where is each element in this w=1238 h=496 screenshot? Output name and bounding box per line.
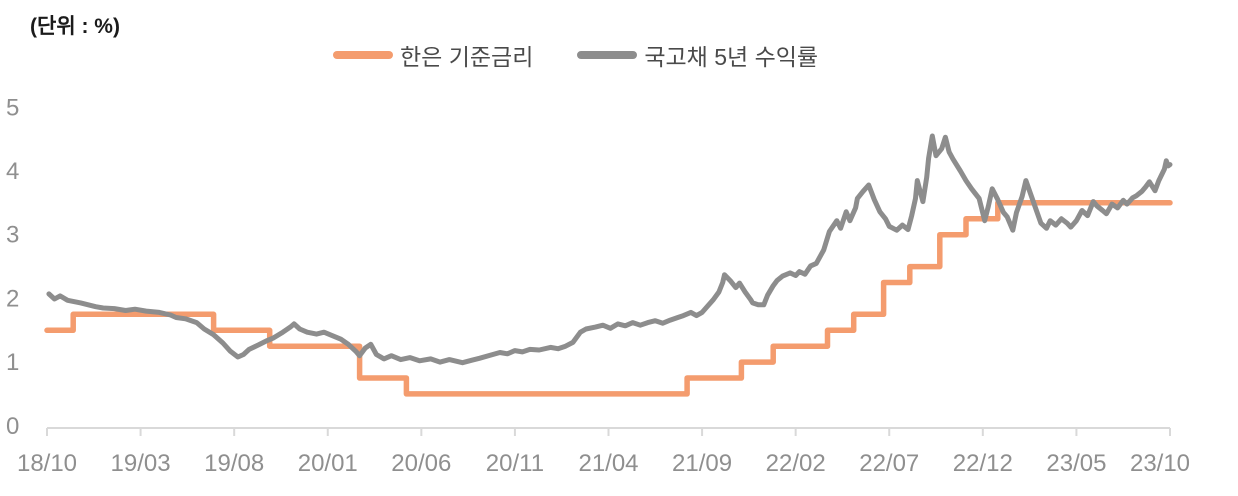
bond-yield-swatch [577, 51, 638, 59]
x-tick-label: 18/10 [17, 450, 77, 477]
unit-label: (단위 : %) [30, 15, 120, 38]
base-rate-line [44, 200, 1173, 397]
x-tick-label: 22/02 [766, 450, 826, 477]
x-tick-label: 22/12 [953, 450, 1013, 477]
x-tick-label: 22/07 [859, 450, 919, 477]
y-tick-label: 4 [6, 158, 19, 185]
x-tick-label: 21/04 [578, 450, 638, 477]
y-tick-label: 0 [6, 413, 19, 440]
legend-item-base-rate: 한은 기준금리 [333, 38, 533, 72]
base-rate-swatch [333, 51, 393, 59]
y-tick-label: 3 [6, 222, 19, 249]
x-tick-label: 20/01 [298, 450, 358, 477]
bond-yield-legend-label: 국고채 5년 수익률 [644, 44, 819, 70]
x-tick-label: 20/11 [486, 450, 544, 477]
x-tick-label: 19/08 [204, 450, 264, 477]
x-tick-label: 20/06 [391, 450, 451, 477]
x-tick-label: 21/09 [672, 450, 732, 477]
x-tick-label: 23/10 [1130, 450, 1190, 477]
bond-yield-line [46, 133, 1173, 366]
y-tick-label: 2 [6, 285, 19, 312]
x-tick-label: 19/03 [111, 450, 171, 477]
y-tick-label: 1 [6, 349, 19, 376]
legend: 한은 기준금리 국고채 5년 수익률 [333, 38, 818, 72]
x-tick-label: 23/05 [1046, 450, 1106, 477]
legend-item-bond-yield: 국고채 5년 수익률 [577, 38, 818, 72]
base-rate-legend-label: 한은 기준금리 [400, 44, 534, 70]
y-tick-label: 5 [6, 94, 19, 121]
